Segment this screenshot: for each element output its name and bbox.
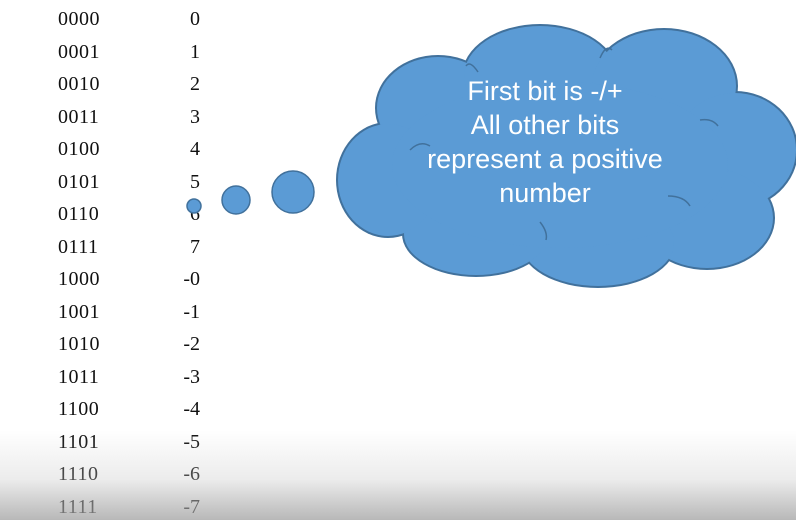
bit-pattern: 0011 [58,105,100,128]
bit-pattern: 1100 [58,398,100,420]
decimal-value: 6 [190,203,200,225]
decimal-value: 3 [190,105,200,128]
decimal-value: 0 [190,8,200,30]
bit-pattern: 0111 [58,235,99,258]
thought-bubble-dots [186,170,315,215]
bit-pattern: 0000 [58,8,100,30]
cloud-caption-line: All other bits [470,110,620,140]
decimal-value: -0 [183,268,200,290]
table-row: 0010 2 [0,73,200,103]
thought-dot-medium [221,185,251,215]
table-row: 1011 -3 [0,366,200,396]
bit-pattern: 1000 [58,268,100,290]
thought-cloud-body [336,24,796,288]
bit-pattern: 0010 [58,73,100,95]
decimal-value: 4 [190,138,200,160]
decimal-value: 7 [190,235,200,258]
bit-pattern: 0101 [58,170,100,193]
decimal-value: 2 [190,73,200,95]
bit-pattern: 0100 [58,138,100,160]
cloud-caption: First bit is -/+ All other bits represen… [385,74,705,210]
bit-pattern: 0001 [58,40,100,63]
cloud-caption-line: represent a positive [427,144,663,174]
decimal-value: -4 [183,398,200,420]
decimal-value: -3 [183,365,200,388]
table-row: 1000 -0 [0,268,200,298]
decimal-value: 5 [190,170,200,193]
bit-pattern: 1011 [58,365,100,388]
table-row: 1100 -4 [0,398,200,428]
table-row: 1001 -1 [0,301,200,331]
decimal-value: -1 [183,300,200,323]
cloud-caption-line: First bit is -/+ [467,76,623,106]
table-row: 0100 4 [0,138,200,168]
cloud-caption-line: number [499,178,591,208]
thought-dot-small [186,198,202,214]
bit-pattern: 1001 [58,300,100,323]
thought-dot-large [271,170,315,214]
table-row: 0111 7 [0,236,200,266]
table-row: 0011 3 [0,106,200,136]
table-row: 1010 -2 [0,333,200,363]
table-row: 0101 5 [0,171,200,201]
decimal-value: 1 [190,40,200,63]
table-row: 0000 0 [0,8,200,38]
table-row: 0001 1 [0,41,200,71]
bit-pattern: 0110 [58,203,100,225]
bit-pattern: 1010 [58,333,100,355]
decimal-value: -2 [183,333,200,355]
table-row: 0110 6 [0,203,200,233]
